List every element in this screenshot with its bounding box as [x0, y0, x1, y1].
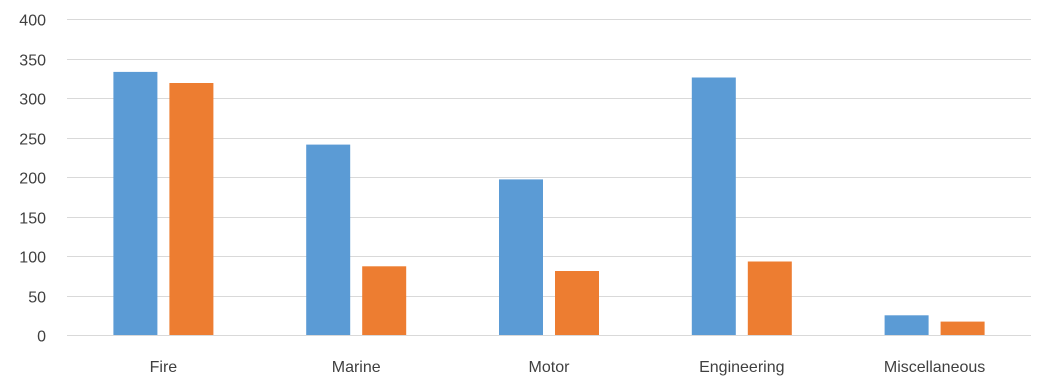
x-category-label: Motor — [529, 359, 571, 376]
x-category-label: Fire — [150, 359, 178, 376]
bar-engineering-series-1 — [691, 77, 736, 335]
bar-engineering-series-2 — [747, 261, 792, 335]
y-tick-label: 50 — [28, 290, 46, 307]
gridlines — [67, 19, 1031, 297]
y-tick-label: 350 — [19, 53, 46, 70]
bars — [113, 71, 985, 336]
y-tick-label: 200 — [19, 171, 46, 188]
bar-marine-series-2 — [362, 266, 407, 335]
bar-miscellaneous-series-1 — [884, 315, 929, 336]
bar-motor-series-2 — [555, 271, 599, 335]
y-tick-label: 250 — [19, 132, 46, 149]
y-tick-label: 300 — [19, 92, 46, 109]
bar-fire-series-1 — [113, 71, 158, 336]
y-tick-label: 150 — [19, 211, 46, 228]
x-category-label: Miscellaneous — [884, 359, 985, 376]
bar-marine-series-1 — [306, 144, 351, 335]
bar-miscellaneous-series-2 — [940, 321, 985, 335]
bar-fire-series-2 — [169, 83, 214, 335]
x-category-label: Engineering — [699, 359, 784, 376]
x-axis-category-labels: Fire Marine Motor Engineering Miscellaneous — [150, 359, 986, 376]
bar-motor-series-1 — [499, 179, 543, 335]
x-category-label: Marine — [332, 359, 381, 376]
y-tick-label: 400 — [19, 13, 46, 30]
y-tick-label: 0 — [37, 329, 46, 346]
y-axis-tick-labels: 0 50 100 150 200 250 300 350 400 — [19, 13, 46, 346]
y-tick-label: 100 — [19, 250, 46, 267]
